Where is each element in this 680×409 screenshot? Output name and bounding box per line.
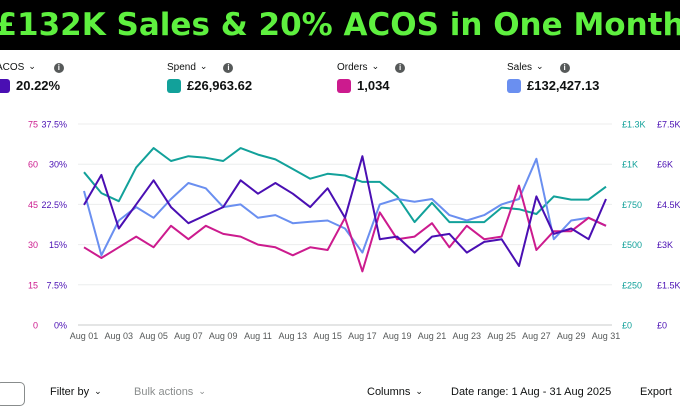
chevron-down-icon: ⌄ bbox=[198, 385, 206, 396]
x-tick-label: Aug 31 bbox=[592, 331, 621, 341]
x-tick-label: Aug 15 bbox=[313, 331, 342, 341]
series-line-spend bbox=[83, 147, 607, 224]
export-label: Export bbox=[640, 386, 672, 398]
y-tick-label: 75 bbox=[28, 120, 38, 130]
chevron-down-icon: ⌄ bbox=[415, 385, 423, 396]
metric-acos[interactable]: ACOS ⌄ i 20.22% bbox=[0, 61, 64, 93]
search-box[interactable] bbox=[0, 382, 25, 406]
bulk-actions-label: Bulk actions bbox=[134, 386, 194, 398]
metric-label: Spend bbox=[167, 62, 196, 73]
info-icon[interactable]: i bbox=[53, 62, 64, 73]
series-line-acos bbox=[83, 155, 607, 267]
series-swatch bbox=[0, 78, 10, 93]
bulk-actions-dropdown[interactable]: Bulk actions ⌄ bbox=[134, 385, 206, 399]
metric-value: 1,034 bbox=[357, 78, 390, 93]
y-tick-label: 0 bbox=[33, 321, 38, 331]
y-tick-label: £6K bbox=[657, 160, 673, 170]
metric-sales[interactable]: Sales ⌄ i £132,427.13 bbox=[507, 61, 600, 93]
y-tick-label: 60 bbox=[28, 160, 38, 170]
metric-value: £132,427.13 bbox=[527, 78, 600, 93]
x-tick-label: Aug 11 bbox=[244, 331, 272, 341]
chevron-down-icon[interactable]: ⌄ bbox=[371, 61, 380, 71]
y-tick-label: 45 bbox=[28, 200, 38, 210]
metric-label: Orders bbox=[337, 62, 368, 73]
x-tick-label: Aug 23 bbox=[453, 331, 482, 341]
y-tick-label: 30% bbox=[49, 160, 67, 170]
series-swatch bbox=[167, 78, 181, 93]
performance-chart: 0 15 30 45 60 75 0% 7.5% 15% 22.5% 30% 37.5% £0 £250 £… bbox=[28, 120, 680, 342]
y-tick-label: £250 bbox=[622, 280, 642, 290]
x-tick-label: Aug 05 bbox=[139, 331, 168, 341]
info-icon[interactable]: i bbox=[395, 62, 406, 73]
table-toolbar: Filter by ⌄ Bulk actions ⌄ Columns ⌄ Dat… bbox=[0, 382, 680, 406]
metric-label: Sales bbox=[507, 62, 533, 73]
y-tick-label: £3K bbox=[657, 240, 673, 250]
y-tick-label: 15% bbox=[49, 240, 67, 250]
info-icon[interactable]: i bbox=[559, 62, 570, 73]
y-tick-label: £500 bbox=[622, 240, 642, 250]
metric-spend[interactable]: Spend ⌄ i £26,963.62 bbox=[167, 61, 253, 93]
columns-label: Columns bbox=[367, 386, 411, 398]
y-tick-label: 7.5% bbox=[46, 280, 67, 290]
x-tick-label: Aug 19 bbox=[383, 331, 412, 341]
y-tick-label: £0 bbox=[622, 321, 632, 331]
x-tick-label: Aug 13 bbox=[279, 331, 308, 341]
date-range-label: Date range: 1 Aug - 31 Aug 2025 bbox=[451, 386, 612, 398]
series-swatch bbox=[507, 78, 521, 93]
y-tick-label: 0% bbox=[54, 321, 67, 331]
x-tick-label: Aug 21 bbox=[418, 331, 447, 341]
x-tick-label: Aug 03 bbox=[105, 331, 134, 341]
x-tick-label: Aug 09 bbox=[209, 331, 238, 341]
y-tick-label: £1K bbox=[622, 160, 638, 170]
x-tick-label: Aug 07 bbox=[174, 331, 203, 341]
y-tick-label: 22.5% bbox=[41, 200, 67, 210]
y-tick-label: £7.5K bbox=[657, 120, 680, 130]
chevron-down-icon[interactable]: ⌄ bbox=[199, 61, 208, 71]
date-range-picker[interactable]: Date range: 1 Aug - 31 Aug 2025 bbox=[451, 386, 611, 398]
x-tick-label: Aug 25 bbox=[487, 331, 516, 341]
y-tick-label: £1.3K bbox=[622, 120, 646, 130]
y-tick-label: 37.5% bbox=[41, 120, 67, 130]
y-tick-label: 15 bbox=[28, 280, 38, 290]
metric-label: ACOS bbox=[0, 62, 25, 73]
chevron-down-icon: ⌄ bbox=[94, 385, 102, 396]
chevron-down-icon[interactable]: ⌄ bbox=[536, 61, 544, 71]
series-swatch bbox=[337, 78, 351, 93]
filter-by-label: Filter by bbox=[50, 386, 90, 398]
promo-banner: £132K Sales & 20% ACOS in One Month bbox=[0, 0, 680, 50]
chevron-down-icon[interactable]: ⌄ bbox=[28, 61, 36, 71]
metric-orders[interactable]: Orders ⌄ i 1,034 bbox=[337, 61, 406, 93]
x-tick-label: Aug 27 bbox=[522, 331, 551, 341]
y-tick-label: £1.5K bbox=[657, 280, 680, 290]
info-icon[interactable]: i bbox=[223, 62, 234, 73]
metric-value: 20.22% bbox=[16, 78, 61, 93]
export-button[interactable]: Export bbox=[640, 386, 672, 398]
y-tick-label: £4.5K bbox=[657, 200, 680, 210]
series-line-sales bbox=[83, 157, 607, 257]
x-tick-label: Aug 29 bbox=[557, 331, 586, 341]
banner-title: £132K Sales & 20% ACOS in One Month bbox=[0, 7, 680, 43]
x-tick-label: Aug 01 bbox=[70, 331, 99, 341]
metric-value: £26,963.62 bbox=[187, 78, 253, 93]
filter-by-dropdown[interactable]: Filter by ⌄ bbox=[50, 385, 102, 399]
y-tick-label: 30 bbox=[28, 240, 38, 250]
y-tick-label: £0 bbox=[657, 321, 667, 331]
columns-dropdown[interactable]: Columns ⌄ bbox=[367, 385, 423, 399]
x-tick-label: Aug 17 bbox=[348, 331, 377, 341]
y-tick-label: £750 bbox=[622, 200, 642, 210]
